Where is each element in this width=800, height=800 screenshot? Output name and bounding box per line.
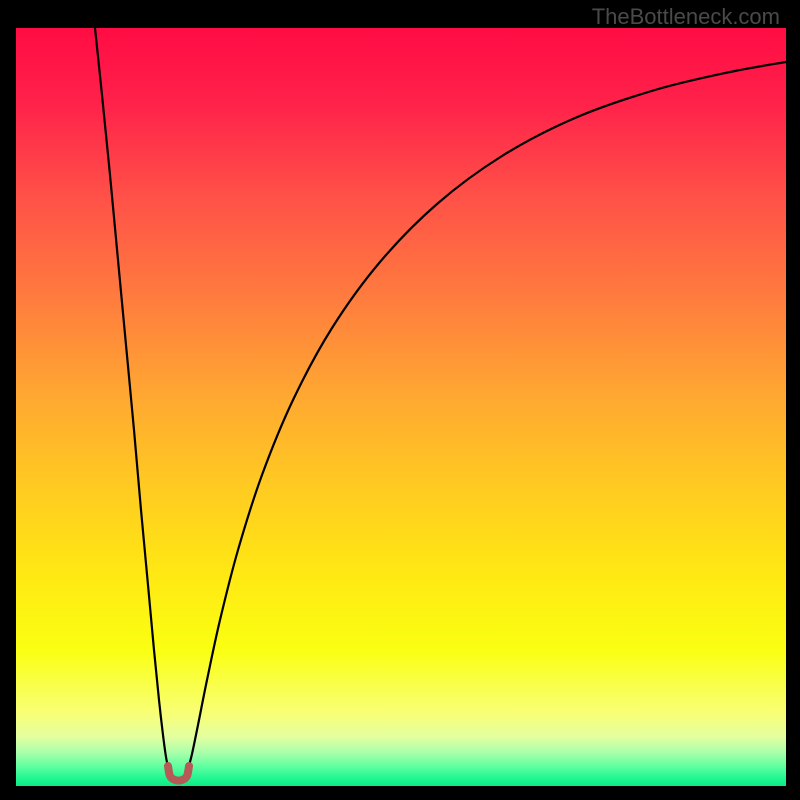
watermark-text: TheBottleneck.com: [592, 4, 780, 30]
bottleneck-chart: [0, 0, 800, 800]
